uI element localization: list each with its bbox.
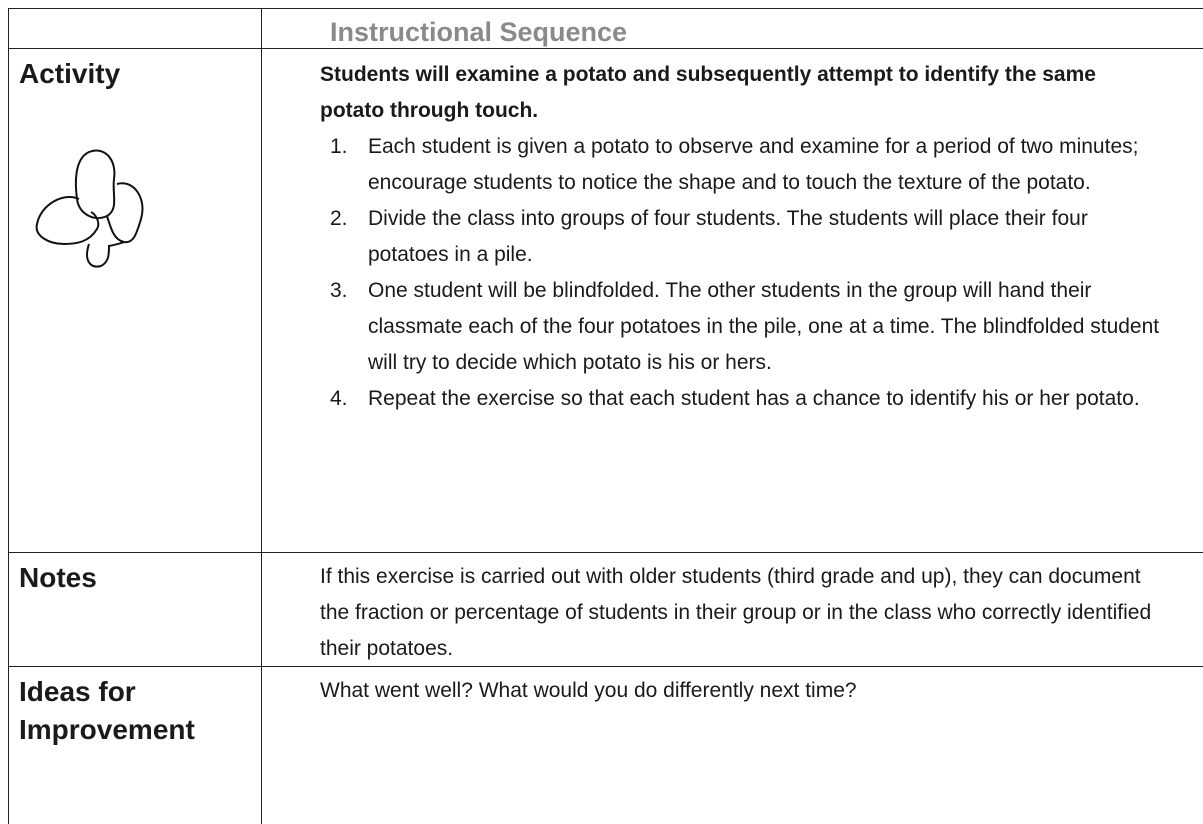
row-label: Activity	[19, 58, 121, 89]
label-cell: Activity	[8, 49, 262, 552]
header-cell: Instructional Sequence	[262, 9, 1203, 48]
step-item: 4. Repeat the exercise so that each stude…	[330, 381, 1160, 417]
notes-text: If this exercise is carried out with old…	[320, 565, 1152, 660]
step-item: 2. Divide the class into groups of four s…	[330, 201, 1160, 273]
row-label: Notes	[19, 562, 97, 593]
step-text: Divide the class into groups of four stu…	[368, 207, 1088, 266]
step-number: 2.	[330, 207, 348, 230]
step-text: Each student is given a potato to observ…	[368, 135, 1139, 194]
header-blank-cell	[8, 9, 262, 48]
label-cell: Notes	[8, 553, 262, 666]
step-number: 1.	[330, 135, 348, 158]
notes-row: Notes If this exercise is carried out wi…	[8, 552, 1203, 666]
ideas-row: Ideas for Improvement What went well? Wh…	[8, 666, 1203, 824]
activity-row: Activity Students will examine a potato …	[8, 48, 1203, 552]
step-number: 4.	[330, 387, 348, 410]
content-cell: If this exercise is carried out with old…	[262, 553, 1203, 666]
content-cell: What went well? What would you do differ…	[262, 667, 1203, 824]
header-row: Instructional Sequence	[8, 8, 1203, 48]
activity-intro: Students will examine a potato and subse…	[320, 63, 1096, 122]
step-text: One student will be blindfolded. The oth…	[368, 279, 1160, 374]
row-label: Ideas for Improvement	[19, 676, 195, 745]
label-cell: Ideas for Improvement	[8, 667, 262, 824]
step-number: 3.	[330, 279, 348, 302]
step-list: 1. Each student is given a potato to obse…	[330, 129, 1160, 417]
step-item: 1. Each student is given a potato to obse…	[330, 129, 1160, 201]
content-cell: Students will examine a potato and subse…	[262, 49, 1203, 552]
step-item: 3. One student will be blindfolded. The o…	[330, 273, 1160, 381]
lesson-table: Instructional Sequence Activity Students…	[8, 8, 1203, 824]
potato-icon	[35, 149, 144, 268]
header-title: Instructional Sequence	[330, 17, 628, 47]
ideas-text: What went well? What would you do differ…	[320, 679, 857, 702]
step-text: Repeat the exercise so that each student…	[368, 387, 1140, 410]
